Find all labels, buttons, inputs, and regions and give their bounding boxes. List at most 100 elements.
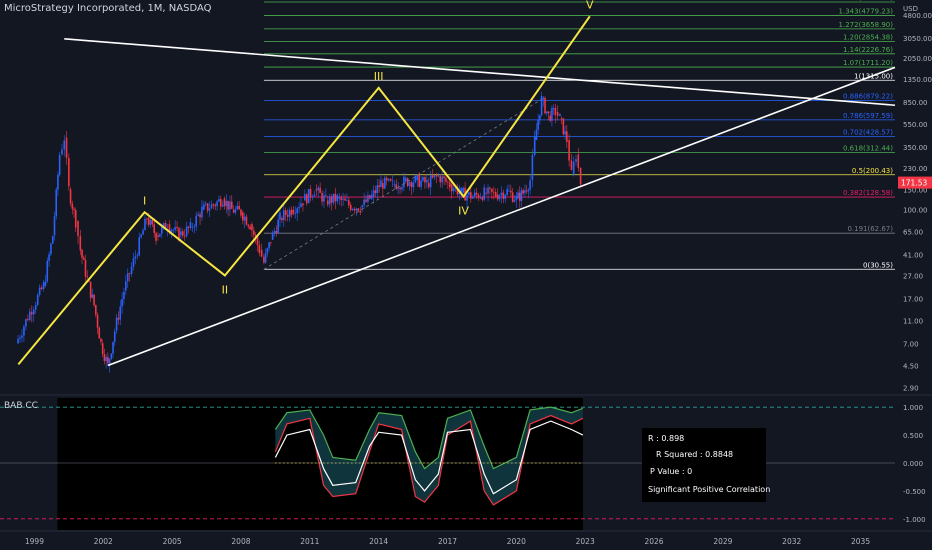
candle-body (406, 178, 409, 187)
candle-body (348, 200, 350, 206)
candle-body (91, 294, 94, 298)
candle-body (57, 174, 59, 190)
price-axis-tick: 4800.00 (903, 12, 932, 20)
candle-body (477, 194, 480, 199)
candle-body (19, 337, 21, 339)
candle-body (277, 219, 279, 234)
candle-body (537, 120, 539, 130)
candle-body (288, 209, 291, 217)
time-axis-tick: 2002 (94, 537, 113, 546)
candle-body (31, 312, 33, 315)
candle-body (435, 175, 438, 177)
candle-body (479, 197, 482, 199)
candle-body (575, 159, 577, 162)
wave-label: II (222, 283, 229, 296)
candle-body (544, 97, 546, 114)
candle-body (489, 187, 491, 189)
candle-body (93, 294, 95, 306)
candle-body (204, 203, 207, 205)
candle-body (502, 192, 505, 199)
candle-body (157, 235, 159, 237)
candle-body (311, 196, 314, 198)
candle-body (176, 226, 178, 229)
candle-body (393, 184, 396, 186)
candle-body (325, 194, 327, 196)
time-axis-tick: 2026 (644, 537, 663, 546)
fib-level-label: 0.382(128.58) (843, 189, 893, 197)
candle-body (216, 201, 218, 207)
candle-body (268, 242, 270, 249)
candle-body (468, 192, 470, 196)
candle-body (321, 192, 323, 202)
candle-body (160, 226, 163, 234)
indicator-axis-tick: 1.000 (903, 404, 923, 412)
stat-r: R : 0.898 (648, 434, 685, 443)
candle-body (58, 155, 61, 175)
candle-body (212, 204, 215, 206)
candle-body (433, 175, 436, 178)
candle-body (491, 188, 493, 192)
candle-body (234, 209, 237, 213)
candle-body (162, 223, 165, 227)
fib-level-label: 0.5(200.43) (852, 167, 893, 175)
candle-body (146, 218, 148, 220)
candle-body (431, 175, 434, 178)
candle-body (520, 190, 523, 201)
candle-body (517, 192, 519, 199)
candle-body (315, 189, 318, 191)
candle-body (275, 231, 278, 234)
candle-body (403, 176, 405, 188)
wave-label: IV (458, 205, 469, 218)
candle-body (408, 182, 411, 187)
candle-body (427, 183, 430, 188)
fib-range-connector (263, 98, 542, 270)
candle-body (284, 210, 287, 215)
candle-body (229, 201, 231, 210)
time-axis-tick: 2011 (300, 537, 319, 546)
candle-body (258, 245, 261, 253)
candle-body (511, 192, 514, 202)
candle-body (183, 235, 186, 237)
candle-body (286, 214, 289, 217)
price-axis-tick: 100.00 (903, 207, 928, 215)
candle-body (44, 281, 47, 286)
price-axis-tick: 230.00 (903, 165, 928, 173)
candle-body (187, 226, 190, 228)
candle-body (65, 137, 68, 158)
candle-body (113, 331, 116, 342)
candle-body (508, 190, 510, 192)
candle-body (230, 201, 233, 209)
candle-body (426, 179, 428, 183)
candle-body (346, 200, 348, 202)
candle-body (577, 154, 580, 168)
time-axis-tick: 2008 (231, 537, 250, 546)
candle-body (304, 194, 306, 201)
candle-body (236, 205, 239, 210)
candle-body (214, 204, 217, 207)
candle-body (61, 149, 63, 155)
time-axis-tick: 1999 (25, 537, 44, 546)
candle-body (144, 218, 146, 231)
candle-body (560, 118, 563, 119)
candle-body (123, 291, 125, 300)
candle-body (103, 353, 106, 361)
candle-body (174, 226, 176, 230)
candle-body (554, 107, 557, 116)
candle-body (338, 197, 341, 199)
candle-body (302, 203, 304, 206)
candle-body (149, 219, 152, 225)
price-axis-tick: 7.00 (903, 340, 919, 348)
candle-body (529, 180, 531, 190)
candle-body (227, 200, 229, 210)
indicator-axis-tick: 0.500 (903, 432, 923, 440)
candle-body (518, 192, 521, 201)
candle-body (500, 192, 503, 196)
price-axis-tick: 2050.00 (903, 55, 932, 63)
stat-p-value: P Value : 0 (650, 467, 693, 476)
candle-body (201, 206, 203, 218)
candle-body (164, 223, 167, 230)
candle-body (110, 353, 113, 359)
candle-body (223, 198, 226, 207)
candle-body (374, 190, 377, 193)
